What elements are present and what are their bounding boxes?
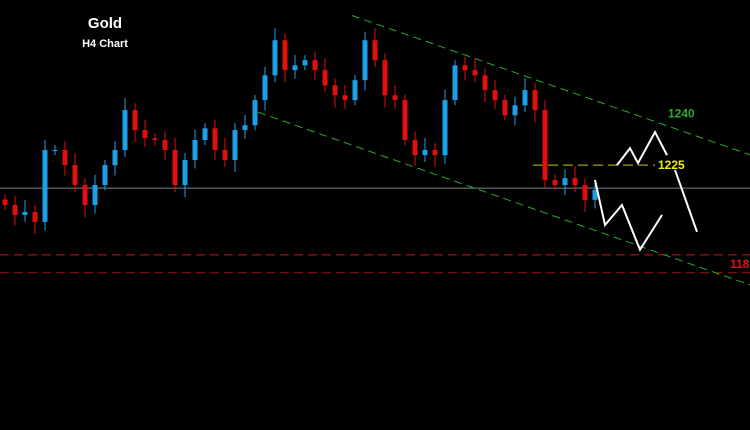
candle-body	[402, 100, 408, 141]
channel-lower-line	[257, 111, 750, 286]
candle-body	[392, 95, 398, 101]
candle-body	[542, 110, 548, 180]
candle-body	[112, 149, 118, 166]
candle-body	[582, 185, 588, 200]
candle-body	[292, 65, 298, 71]
candle-body	[512, 105, 518, 116]
candle-body	[52, 149, 58, 151]
candle-body	[352, 80, 358, 101]
channel-upper-line	[351, 15, 750, 156]
candle-body	[62, 149, 68, 166]
candle-body	[12, 205, 18, 215]
candle-body	[562, 178, 568, 186]
candle-body	[302, 60, 308, 66]
candle-body	[252, 100, 258, 126]
candle-body	[502, 100, 508, 116]
candle-body	[472, 70, 478, 76]
candle-body	[322, 70, 328, 86]
candle-body	[72, 165, 78, 186]
candle-body	[82, 185, 88, 206]
candle-body	[462, 65, 468, 71]
candle-body	[552, 179, 558, 186]
candle-body	[422, 149, 428, 156]
candle-body	[482, 75, 488, 91]
candle-body	[532, 90, 538, 111]
candle-body	[412, 140, 418, 156]
candle-body	[382, 60, 388, 96]
candle-body	[22, 211, 28, 215]
projection-path-1	[594, 179, 663, 252]
candle-body	[522, 90, 528, 106]
candle-body	[132, 110, 138, 131]
candle-body	[152, 138, 158, 141]
candle-body	[342, 95, 348, 101]
projection-path-3	[674, 169, 698, 233]
candle-body	[212, 128, 218, 150]
candle-body	[202, 128, 208, 141]
candle-body	[442, 100, 448, 156]
candle-body	[162, 140, 168, 150]
candle-body	[492, 90, 498, 101]
candle-body	[312, 60, 318, 71]
candle-body	[32, 211, 38, 222]
candle-body	[362, 40, 368, 81]
candle-body	[122, 110, 128, 150]
chart-subtitle: H4 Chart	[82, 38, 128, 50]
candle-body	[432, 149, 438, 156]
candle-body	[102, 165, 108, 186]
candle-body	[372, 40, 378, 61]
candle-body	[192, 140, 198, 160]
candle-body	[262, 75, 268, 101]
level-label-118: 118	[730, 257, 750, 271]
candle-body	[242, 125, 248, 131]
candle-body	[172, 149, 178, 186]
candle-body	[42, 149, 48, 222]
candle-body	[452, 65, 458, 101]
chart-title: Gold	[87, 15, 123, 32]
candle-body	[142, 130, 148, 139]
candle-body	[182, 159, 188, 186]
candle-body	[282, 40, 288, 71]
candle-body	[222, 149, 228, 160]
candle-body	[332, 85, 338, 96]
candle-body	[232, 130, 238, 160]
candle-body	[592, 189, 598, 200]
level-label-1240: 1240	[668, 107, 695, 121]
candle-body	[92, 185, 98, 206]
candle-body	[2, 199, 8, 206]
candle-body	[272, 40, 278, 76]
projection-path-2	[616, 129, 668, 166]
level-label-1225: 1225	[658, 158, 685, 172]
candle-body	[572, 178, 578, 186]
